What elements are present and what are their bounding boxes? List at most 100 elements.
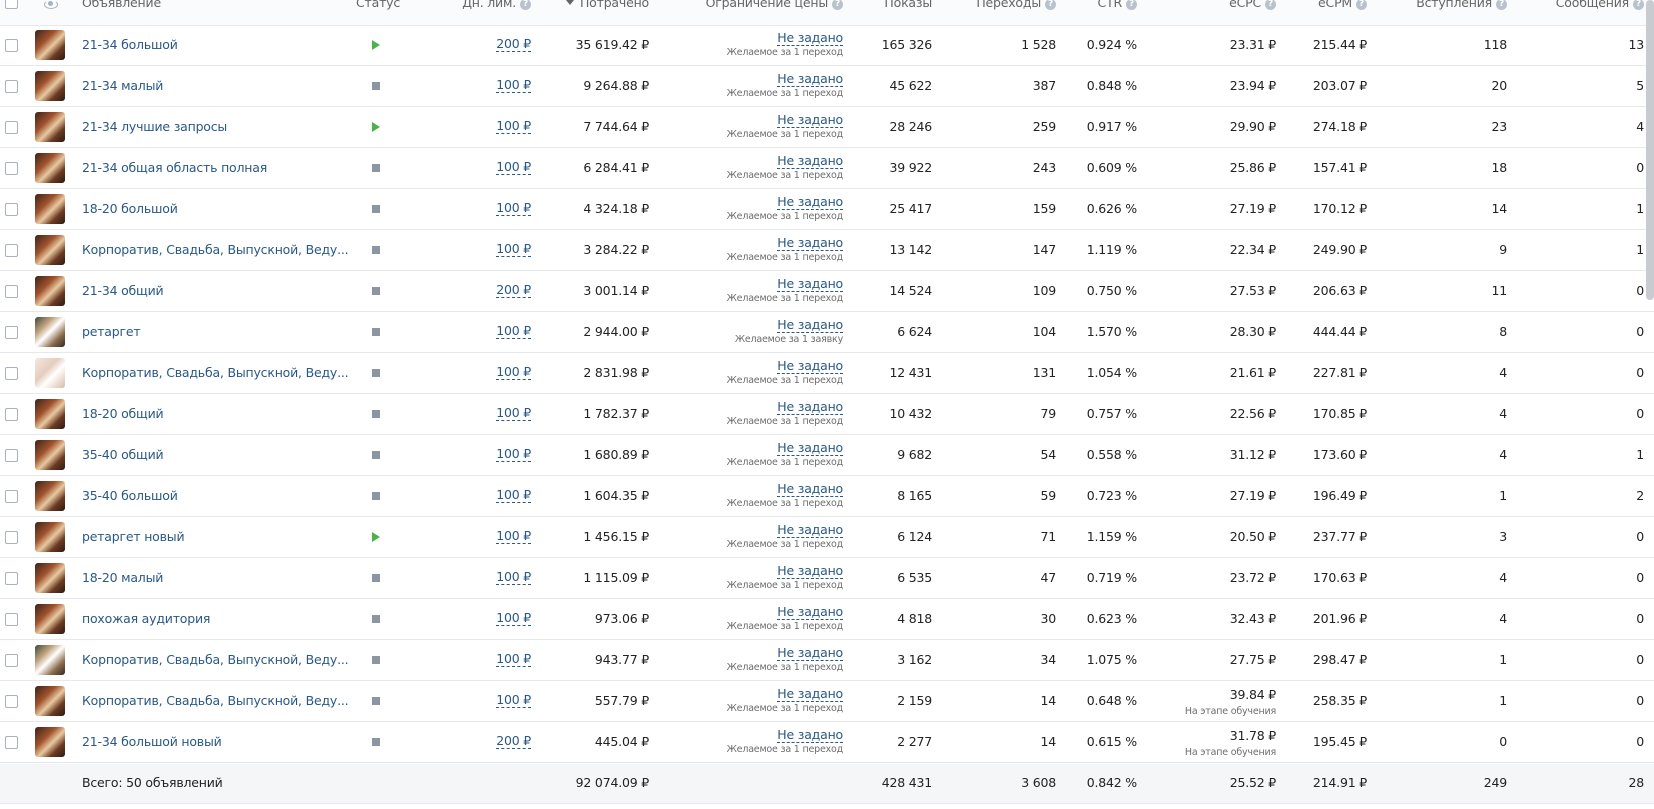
- price-limit-link[interactable]: Не задано: [777, 563, 843, 579]
- price-limit-link[interactable]: Не задано: [777, 604, 843, 620]
- price-limit-link[interactable]: Не задано: [777, 481, 843, 497]
- status-stopped-icon[interactable]: [372, 82, 380, 90]
- price-limit-link[interactable]: Не задано: [777, 686, 843, 702]
- row-checkbox[interactable]: [5, 654, 18, 667]
- daily-limit-link[interactable]: 100 ₽: [496, 118, 531, 134]
- daily-limit-link[interactable]: 100 ₽: [496, 610, 531, 626]
- price-limit-link[interactable]: Не задано: [777, 30, 843, 46]
- ad-thumbnail[interactable]: [35, 153, 65, 183]
- status-stopped-icon[interactable]: [372, 246, 380, 254]
- ad-name-link[interactable]: 35-40 большой: [82, 488, 178, 503]
- ad-thumbnail[interactable]: [35, 317, 65, 347]
- status-stopped-icon[interactable]: [372, 287, 380, 295]
- help-icon[interactable]: ?: [520, 0, 531, 10]
- row-checkbox[interactable]: [5, 326, 18, 339]
- header-messages[interactable]: Сообщения?: [1556, 0, 1644, 13]
- row-checkbox[interactable]: [5, 244, 18, 257]
- price-limit-link[interactable]: Не задано: [777, 440, 843, 456]
- status-stopped-icon[interactable]: [372, 615, 380, 623]
- ad-name-link[interactable]: ретаргет новый: [82, 529, 185, 544]
- price-limit-link[interactable]: Не задано: [777, 276, 843, 292]
- row-checkbox[interactable]: [5, 203, 18, 216]
- table-row[interactable]: Корпоратив, Свадьба, Выпускной, Веду... 1…: [0, 230, 1654, 271]
- header-clicks[interactable]: Переходы?: [976, 0, 1056, 13]
- daily-limit-link[interactable]: 100 ₽: [496, 200, 531, 216]
- status-stopped-icon[interactable]: [372, 656, 380, 664]
- header-daily-limit[interactable]: Дн. лим.?: [462, 0, 531, 13]
- table-row[interactable]: 35-40 большой 100 ₽ 1 604.35 ₽ Не задано Жел…: [0, 476, 1654, 517]
- table-row[interactable]: 35-40 общий 100 ₽ 1 680.89 ₽ Не задано Желае…: [0, 435, 1654, 476]
- ad-thumbnail[interactable]: [35, 481, 65, 511]
- header-status[interactable]: Статус: [356, 0, 401, 10]
- row-checkbox[interactable]: [5, 121, 18, 134]
- help-icon[interactable]: ?: [1045, 0, 1056, 10]
- price-limit-link[interactable]: Не задано: [777, 317, 843, 333]
- price-limit-link[interactable]: Не задано: [777, 235, 843, 251]
- row-checkbox[interactable]: [5, 80, 18, 93]
- ad-name-link[interactable]: 35-40 общий: [82, 447, 164, 462]
- daily-limit-link[interactable]: 100 ₽: [496, 241, 531, 257]
- table-row[interactable]: 18-20 большой 100 ₽ 4 324.18 ₽ Не задано Жел…: [0, 189, 1654, 230]
- daily-limit-link[interactable]: 100 ₽: [496, 528, 531, 544]
- daily-limit-link[interactable]: 200 ₽: [496, 282, 531, 298]
- ad-thumbnail[interactable]: [35, 686, 65, 716]
- header-ecpm[interactable]: eCPM?: [1318, 0, 1367, 13]
- ad-thumbnail[interactable]: [35, 112, 65, 142]
- ad-thumbnail[interactable]: [35, 194, 65, 224]
- help-icon[interactable]: ?: [1126, 0, 1137, 10]
- ad-thumbnail[interactable]: [35, 645, 65, 675]
- status-active-icon[interactable]: [372, 40, 380, 50]
- header-ad[interactable]: Объявление: [82, 0, 161, 10]
- daily-limit-link[interactable]: 100 ₽: [496, 405, 531, 421]
- ad-thumbnail[interactable]: [35, 727, 65, 757]
- ad-thumbnail[interactable]: [35, 30, 65, 60]
- daily-limit-link[interactable]: 100 ₽: [496, 77, 531, 93]
- row-checkbox[interactable]: [5, 490, 18, 503]
- table-row[interactable]: 21-34 общий 200 ₽ 3 001.14 ₽ Не задано Желае…: [0, 271, 1654, 312]
- daily-limit-link[interactable]: 100 ₽: [496, 651, 531, 667]
- price-limit-link[interactable]: Не задано: [777, 522, 843, 538]
- ad-name-link[interactable]: 18-20 большой: [82, 201, 178, 216]
- ad-thumbnail[interactable]: [35, 563, 65, 593]
- ad-thumbnail[interactable]: [35, 440, 65, 470]
- daily-limit-link[interactable]: 100 ₽: [496, 692, 531, 708]
- status-stopped-icon[interactable]: [372, 738, 380, 746]
- ad-name-link[interactable]: Корпоратив, Свадьба, Выпускной, Веду...: [82, 242, 349, 257]
- row-checkbox[interactable]: [5, 285, 18, 298]
- ad-name-link[interactable]: 18-20 малый: [82, 570, 164, 585]
- table-row[interactable]: ретаргет 100 ₽ 2 944.00 ₽ Не задано Желаемое…: [0, 312, 1654, 353]
- daily-limit-link[interactable]: 200 ₽: [496, 733, 531, 749]
- daily-limit-link[interactable]: 100 ₽: [496, 487, 531, 503]
- ad-thumbnail[interactable]: [35, 71, 65, 101]
- status-stopped-icon[interactable]: [372, 328, 380, 336]
- table-row[interactable]: 18-20 малый 100 ₽ 1 115.09 ₽ Не задано Желае…: [0, 558, 1654, 599]
- table-row[interactable]: 21-34 общая область полная 100 ₽ 6 284.41 …: [0, 148, 1654, 189]
- ad-thumbnail[interactable]: [35, 276, 65, 306]
- header-joins[interactable]: Вступления?: [1416, 0, 1507, 13]
- row-checkbox[interactable]: [5, 367, 18, 380]
- ad-name-link[interactable]: 18-20 общий: [82, 406, 164, 421]
- price-limit-link[interactable]: Не задано: [777, 645, 843, 661]
- ad-name-link[interactable]: Корпоратив, Свадьба, Выпускной, Веду...: [82, 365, 349, 380]
- table-row[interactable]: 21-34 большой новый 200 ₽ 445.04 ₽ Не задан…: [0, 722, 1654, 763]
- row-checkbox[interactable]: [5, 449, 18, 462]
- row-checkbox[interactable]: [5, 408, 18, 421]
- help-icon[interactable]: ?: [1356, 0, 1367, 10]
- vertical-scrollbar[interactable]: [1646, 0, 1654, 300]
- row-checkbox[interactable]: [5, 572, 18, 585]
- ad-thumbnail[interactable]: [35, 358, 65, 388]
- header-ecpc[interactable]: eCPC?: [1229, 0, 1276, 13]
- daily-limit-link[interactable]: 100 ₽: [496, 446, 531, 462]
- price-limit-link[interactable]: Не задано: [777, 71, 843, 87]
- price-limit-link[interactable]: Не задано: [777, 727, 843, 743]
- ad-name-link[interactable]: 21-34 большой: [82, 37, 178, 52]
- ad-thumbnail[interactable]: [35, 235, 65, 265]
- header-price-limit[interactable]: Ограничение цены?: [706, 0, 843, 13]
- status-stopped-icon[interactable]: [372, 410, 380, 418]
- status-stopped-icon[interactable]: [372, 205, 380, 213]
- header-spent[interactable]: Потрачено: [565, 0, 649, 13]
- help-icon[interactable]: ?: [1265, 0, 1276, 10]
- help-icon[interactable]: ?: [832, 0, 843, 10]
- status-stopped-icon[interactable]: [372, 492, 380, 500]
- row-checkbox[interactable]: [5, 736, 18, 749]
